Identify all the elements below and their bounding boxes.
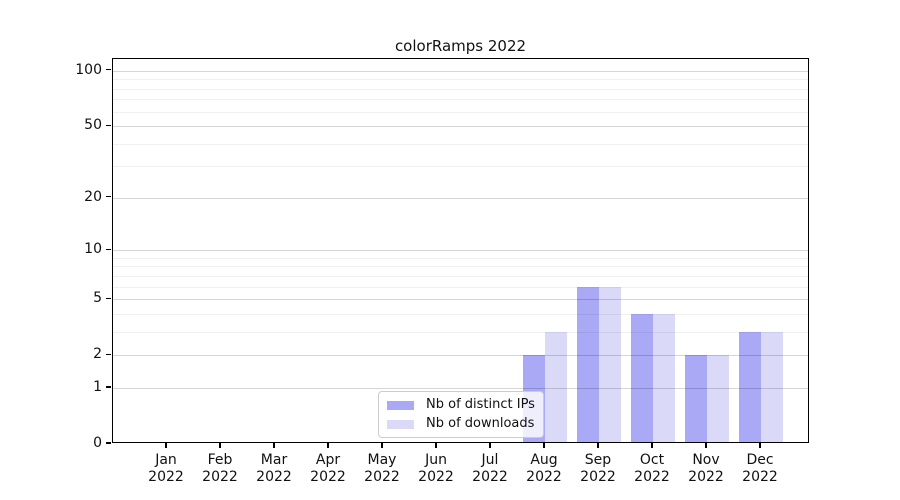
gridline-90	[113, 79, 808, 81]
x-tick-mark-jun	[435, 443, 437, 448]
y-tick-mark-50	[106, 124, 111, 126]
x-axis-tick-label-jul: Jul 2022	[472, 452, 508, 485]
gridline-4	[113, 313, 808, 315]
gridline-10	[113, 250, 808, 252]
gridline-2	[113, 355, 808, 357]
x-tick-mark-jan	[165, 443, 167, 448]
legend: Nb of distinct IPs Nb of downloads	[378, 391, 544, 438]
gridline-3	[113, 331, 808, 333]
gridline-8	[113, 266, 808, 268]
legend-label-distinct-ips: Nb of distinct IPs	[426, 397, 535, 412]
gridline-50	[113, 126, 808, 128]
y-axis-tick-label-20: 20	[84, 188, 102, 205]
y-axis-tick-label-2: 2	[93, 346, 102, 363]
bar-downloads-sep	[599, 286, 621, 443]
gridline-5	[113, 299, 808, 301]
bar-downloads-nov	[707, 355, 729, 443]
legend-swatch-downloads	[387, 419, 414, 429]
legend-label-downloads: Nb of downloads	[426, 416, 535, 431]
y-tick-mark-0	[106, 442, 111, 444]
x-axis-tick-label-dec: Dec 2022	[742, 452, 778, 485]
x-tick-mark-jul	[489, 443, 491, 448]
x-axis-tick-label-jan: Jan 2022	[148, 452, 184, 485]
x-axis-tick-label-aug: Aug 2022	[526, 452, 562, 485]
x-tick-mark-dec	[759, 443, 761, 448]
x-tick-mark-may	[381, 443, 383, 448]
y-axis-tick-label-1: 1	[93, 378, 102, 395]
x-axis-tick-label-mar: Mar 2022	[256, 452, 292, 485]
chart-title: colorRamps 2022	[394, 37, 527, 55]
x-tick-mark-nov	[705, 443, 707, 448]
gridline-80	[113, 88, 808, 90]
x-tick-mark-apr	[327, 443, 329, 448]
gridline-60	[113, 111, 808, 113]
gridline-7	[113, 275, 808, 277]
x-axis-tick-label-sep: Sep 2022	[580, 452, 616, 485]
y-tick-mark-100	[106, 69, 111, 71]
y-tick-mark-5	[106, 297, 111, 299]
bar-downloads-oct	[653, 313, 675, 443]
x-tick-mark-feb	[219, 443, 221, 448]
bar-downloads-dec	[761, 331, 783, 443]
legend-item-downloads: Nb of downloads	[387, 417, 535, 431]
bar-distinct-ips-dec	[739, 331, 761, 443]
x-tick-mark-mar	[273, 443, 275, 448]
x-axis-tick-label-jun: Jun 2022	[418, 452, 454, 485]
y-axis-tick-label-0: 0	[93, 435, 102, 451]
x-tick-mark-aug	[543, 443, 545, 448]
x-axis-tick-label-feb: Feb 2022	[202, 452, 238, 485]
gridline-70	[113, 99, 808, 101]
x-axis-tick-label-apr: Apr 2022	[310, 452, 346, 485]
y-axis-tick-label-5: 5	[93, 290, 102, 307]
legend-item-distinct-ips: Nb of distinct IPs	[387, 398, 535, 412]
x-axis-tick-label-nov: Nov 2022	[688, 452, 724, 485]
y-tick-mark-20	[106, 196, 111, 198]
bar-distinct-ips-nov	[685, 355, 707, 443]
bar-distinct-ips-oct	[631, 313, 653, 443]
y-tick-mark-10	[106, 248, 111, 250]
x-axis-tick-label-oct: Oct 2022	[634, 452, 670, 485]
x-axis-tick-label-may: May 2022	[364, 452, 400, 485]
x-tick-mark-sep	[597, 443, 599, 448]
gridline-20	[113, 197, 808, 199]
x-tick-mark-oct	[651, 443, 653, 448]
gridline-100	[113, 70, 808, 72]
legend-swatch-distinct-ips	[387, 400, 414, 410]
plot-area	[112, 58, 809, 443]
gridline-1	[113, 387, 808, 389]
y-axis-tick-label-10: 10	[84, 241, 102, 258]
gridline-40	[113, 143, 808, 145]
y-axis-tick-label-50: 50	[84, 117, 102, 134]
bar-downloads-aug	[545, 331, 567, 443]
gridline-9	[113, 257, 808, 259]
gridline-6	[113, 286, 808, 288]
gridline-30	[113, 166, 808, 168]
y-tick-mark-2	[106, 353, 111, 355]
bar-distinct-ips-sep	[577, 286, 599, 443]
y-axis-tick-label-100: 100	[75, 61, 102, 78]
y-tick-mark-1	[106, 386, 111, 388]
